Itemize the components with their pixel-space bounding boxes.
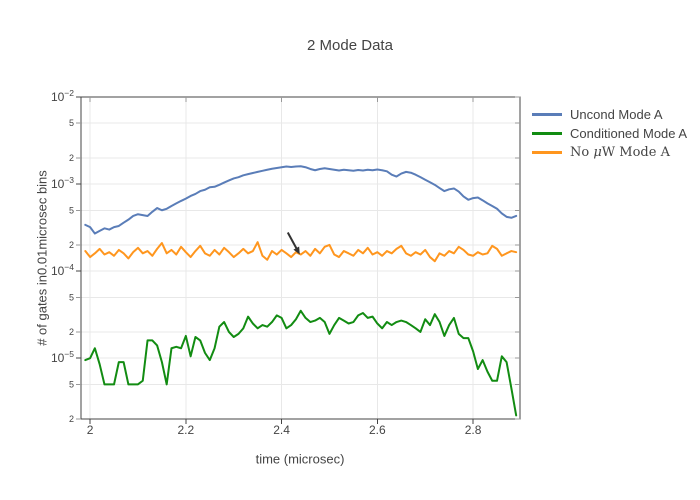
y-tick-label-minor: 2 xyxy=(69,240,74,250)
x-axis-title: time (microsec) xyxy=(255,451,345,467)
annotation-arrowhead xyxy=(293,246,300,255)
series-line-conditioned-mode-a xyxy=(84,309,518,417)
legend: Uncond Mode A Conditioned Mode A No μW Mod… xyxy=(532,105,687,162)
legend-line-sample xyxy=(532,113,562,116)
series-line-uncond-mode-a xyxy=(84,165,518,235)
y-axis-title: # of gates in0.01microsec bins xyxy=(34,170,50,346)
y-tick-label-minor: 5 xyxy=(69,292,74,302)
y-tick-label-minor: 2 xyxy=(69,153,74,163)
x-tick-label: 2.6 xyxy=(369,423,386,437)
y-tick-label-minor: 5 xyxy=(69,379,74,389)
y-tick-label-major: 10−3 xyxy=(51,175,74,191)
y-tick-label-minor: 2 xyxy=(69,327,74,337)
axis-ticks xyxy=(76,96,520,424)
annotation-arrow-shaft xyxy=(286,232,299,252)
x-tick-label: 2.4 xyxy=(273,423,290,437)
x-tick-label: 2.2 xyxy=(177,423,194,437)
y-tick-label-major: 10−2 xyxy=(51,88,74,104)
y-tick-label-minor: 5 xyxy=(69,205,74,215)
y-tick-label-major: 10−5 xyxy=(51,349,74,365)
chart-title: 2 Mode Data xyxy=(307,37,393,54)
plot-border xyxy=(80,96,521,420)
legend-item-conditioned-mode-a[interactable]: Conditioned Mode A xyxy=(532,124,687,143)
legend-label: Conditioned Mode A xyxy=(570,126,688,141)
y-tick-label-major: 10−4 xyxy=(51,262,74,278)
legend-label: Uncond Mode A xyxy=(570,107,663,122)
legend-line-sample xyxy=(532,132,562,135)
legend-item-no-w-mode-a[interactable]: No μW Mode A xyxy=(532,143,687,162)
y-tick-label-minor: 2 xyxy=(69,414,74,424)
legend-label: No μW Mode A xyxy=(570,145,670,160)
gridlines xyxy=(81,96,520,420)
legend-item-uncond-mode-a[interactable]: Uncond Mode A xyxy=(532,105,687,124)
annotation-arrow xyxy=(286,232,300,255)
series-line-no-w-mode-a xyxy=(84,241,518,263)
x-tick-label: 2 xyxy=(87,423,94,437)
x-tick-label: 2.8 xyxy=(465,423,482,437)
y-tick-label-minor: 5 xyxy=(69,118,74,128)
legend-line-sample xyxy=(532,151,562,154)
